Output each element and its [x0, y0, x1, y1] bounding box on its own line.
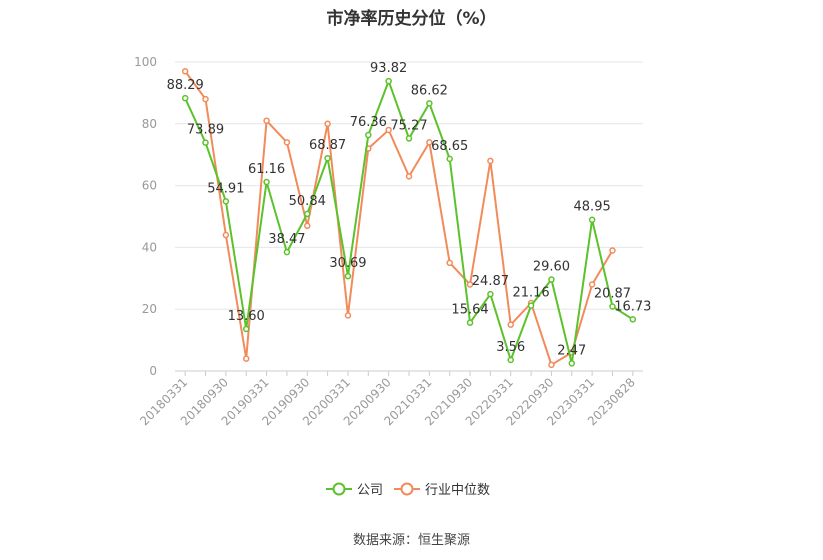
data-label: 48.95 — [574, 200, 611, 215]
data-label: 61.16 — [248, 162, 285, 177]
company-data-point — [263, 178, 270, 186]
industry-data-point — [222, 231, 230, 239]
industry-data-point — [548, 361, 555, 369]
company-data-point — [181, 94, 189, 102]
industry-data-point — [324, 120, 331, 128]
data-label: 16.73 — [614, 299, 651, 314]
data-label: 13.60 — [228, 309, 265, 324]
industry-data-point — [283, 139, 291, 146]
data-label: 75.27 — [390, 118, 427, 133]
y-tick-label: 60 — [142, 179, 157, 193]
data-label: 38.47 — [268, 232, 305, 247]
company-data-point — [568, 360, 576, 367]
data-label: 86.62 — [411, 83, 448, 98]
chart-title: 市净率历史分位（%） — [326, 9, 497, 29]
data-label: 20.87 — [594, 287, 631, 302]
legend-label-industry: 行业中位数 — [425, 483, 490, 498]
data-label: 24.87 — [472, 274, 509, 289]
industry-data-point — [242, 355, 250, 362]
industry-data-point — [202, 95, 209, 103]
legend-marker — [400, 482, 414, 496]
data-label: 88.29 — [167, 78, 204, 93]
data-label: 3.56 — [496, 340, 525, 355]
industry-data-point — [507, 321, 514, 328]
data-label: 93.82 — [370, 61, 407, 76]
industry-data-point — [344, 312, 352, 319]
data-label: 73.89 — [187, 123, 224, 138]
company-data-point — [385, 77, 392, 85]
data-label: 15.64 — [451, 303, 488, 318]
company-data-point — [365, 131, 372, 139]
legend-item-industry: 行业中位数 — [394, 482, 490, 498]
industry-data-point — [385, 126, 392, 134]
industry-data-point — [181, 68, 189, 75]
y-tick-label: 0 — [149, 364, 157, 378]
company-data-point — [527, 302, 535, 309]
industry-data-point — [263, 117, 270, 124]
data-label: 50.84 — [289, 194, 326, 209]
data-label: 68.87 — [309, 138, 346, 153]
company-data-point — [426, 100, 433, 107]
company-data-point — [609, 303, 616, 310]
company-data-point — [588, 216, 596, 223]
industry-data-point — [304, 222, 311, 230]
industry-data-point — [405, 173, 413, 180]
data-label: 76.36 — [350, 115, 387, 130]
legend-marker — [332, 482, 346, 496]
data-label: 54.91 — [207, 181, 244, 196]
industry-data-point — [487, 157, 494, 165]
data-label: 29.60 — [533, 260, 570, 275]
company-data-point — [466, 319, 474, 326]
legend-label-company: 公司 — [357, 483, 383, 498]
company-data-point — [202, 139, 209, 146]
data-label: 30.69 — [329, 256, 366, 271]
y-tick-label: 20 — [142, 302, 157, 316]
company-data-point — [222, 198, 230, 205]
company-data-point — [507, 356, 514, 364]
industry-series-line — [184, 70, 614, 366]
data-label: 2.47 — [557, 343, 586, 358]
company-data-point — [405, 135, 413, 142]
y-tick-label: 40 — [142, 240, 157, 254]
company-data-point — [344, 272, 352, 280]
company-data-point — [304, 210, 311, 218]
industry-data-point — [446, 259, 453, 267]
company-data-point — [487, 290, 494, 298]
company-data-point — [548, 276, 555, 283]
y-tick-label: 80 — [142, 117, 157, 131]
data-label: 21.16 — [512, 286, 549, 301]
company-data-point — [446, 155, 453, 163]
data-label: 68.65 — [431, 139, 468, 154]
company-data-point — [629, 316, 637, 323]
legend-item-company: 公司 — [326, 482, 383, 498]
industry-data-point — [426, 139, 433, 146]
company-data-point — [242, 325, 250, 333]
data-source-note: 数据来源：恒生聚源 — [352, 533, 470, 548]
industry-data-point — [466, 281, 474, 288]
company-data-point — [283, 248, 291, 256]
company-data-point — [324, 154, 331, 162]
industry-data-point — [609, 247, 616, 254]
y-tick-label: 100 — [134, 55, 157, 69]
industry-data-point — [588, 281, 596, 288]
